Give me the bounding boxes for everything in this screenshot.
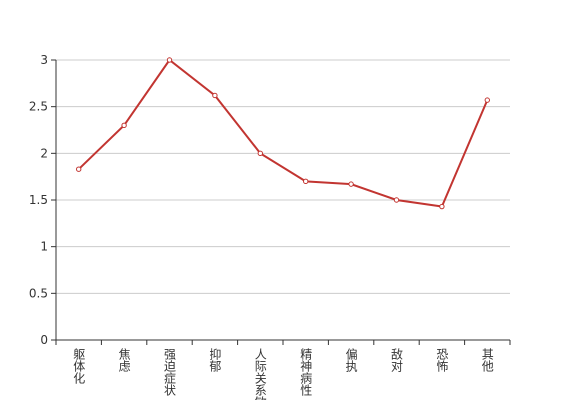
point xyxy=(393,197,400,203)
x-tick-label: 人际关系敏感 xyxy=(253,348,267,400)
x-tick-label: 偏执 xyxy=(344,347,358,373)
y-tick-label: 2.5 xyxy=(29,100,48,114)
point xyxy=(484,97,490,103)
x-tick-label: 躯体化 xyxy=(72,347,86,385)
y-tick-label: 1 xyxy=(40,240,48,254)
x-tick-label: 抑郁 xyxy=(208,347,222,373)
line xyxy=(78,58,489,208)
y-tick-label: 0 xyxy=(40,333,48,347)
x-tick-label: 精神病性 xyxy=(299,348,313,397)
x-tick-label: 恐怖 xyxy=(435,348,449,372)
point xyxy=(303,178,309,185)
point xyxy=(76,166,82,172)
point xyxy=(257,150,263,157)
point xyxy=(439,203,445,210)
point xyxy=(166,57,173,63)
y-tick-label: 3 xyxy=(40,53,48,67)
y-tick-label: 2 xyxy=(40,146,48,160)
x-tick-label: 焦虑 xyxy=(117,348,131,372)
x-tick-label: 敌对 xyxy=(390,347,404,372)
y-tick-label: 1.5 xyxy=(29,193,48,207)
point xyxy=(121,122,127,129)
x-tick-label: 其他 xyxy=(480,348,494,372)
point xyxy=(212,92,218,99)
x-tick-label: 强迫症状 xyxy=(163,348,177,396)
point xyxy=(348,181,354,187)
y-tick-label: 0.5 xyxy=(29,286,48,300)
